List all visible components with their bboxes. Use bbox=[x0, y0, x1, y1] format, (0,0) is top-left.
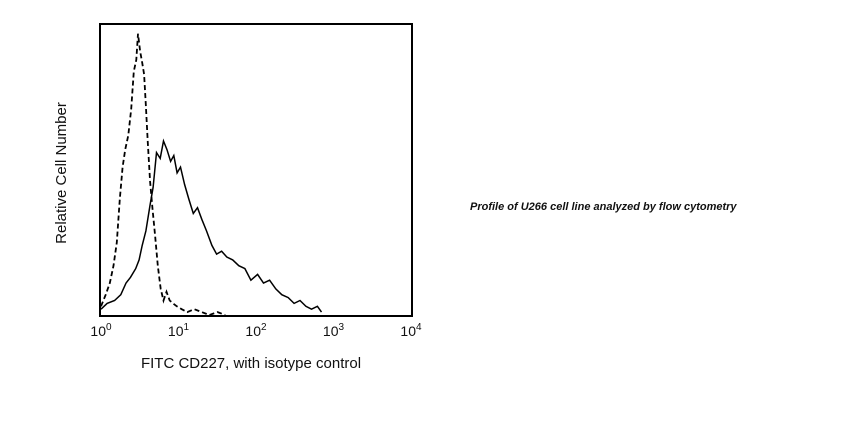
series-layer bbox=[100, 33, 323, 316]
x-tick-label: 102 bbox=[245, 322, 267, 339]
x-axis-label: FITC CD227, with isotype control bbox=[141, 355, 361, 372]
x-tick-labels: 100 101 102 103 104 bbox=[90, 322, 422, 339]
x-tick-label: 101 bbox=[168, 322, 190, 339]
y-axis-label: Relative Cell Number bbox=[53, 102, 70, 244]
x-tick-label: 100 bbox=[90, 322, 112, 339]
figure-caption: Profile of U266 cell line analyzed by fl… bbox=[470, 201, 737, 213]
x-tick-label: 103 bbox=[323, 322, 345, 339]
isotype-control-line bbox=[100, 33, 226, 316]
cd227-stain-line bbox=[100, 138, 323, 313]
x-tick-label: 104 bbox=[400, 322, 422, 339]
plot-frame bbox=[99, 23, 413, 317]
